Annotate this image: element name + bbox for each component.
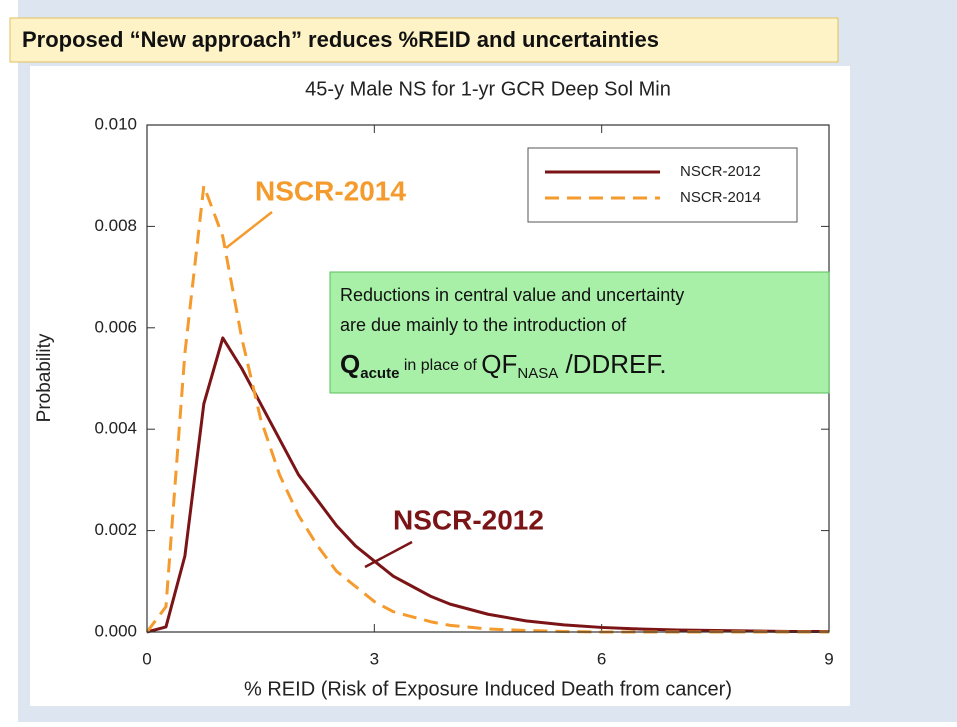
legend-box xyxy=(527,147,798,223)
y-tick-label: 0.002 xyxy=(94,520,137,539)
x-tick-label: 3 xyxy=(370,649,379,668)
q: Q xyxy=(340,349,360,379)
note-line: are due mainly to the introduction of xyxy=(340,315,627,335)
y-axis-label: Probability xyxy=(34,333,55,422)
note-formula: Qacute in place of QFNASA /DDREF. xyxy=(340,349,667,382)
y-tick-label: 0.010 xyxy=(94,114,137,133)
annotation-arrow xyxy=(225,211,273,249)
y-tick-label: 0.008 xyxy=(94,216,137,235)
header-box xyxy=(9,17,839,63)
legend: NSCR-2012 NSCR-2014 xyxy=(545,163,761,206)
header-title: Proposed “New approach” reduces %REID an… xyxy=(22,27,659,52)
x-tick-label: 6 xyxy=(597,649,606,668)
annotation: NSCR-2012 xyxy=(393,504,544,535)
series-line xyxy=(145,184,829,634)
note-line: Reductions in central value and uncertai… xyxy=(340,285,684,305)
chart-title: 45-y Male NS for 1-yr GCR Deep Sol Min xyxy=(305,78,671,100)
q-sub: acute xyxy=(360,365,399,382)
note-box xyxy=(329,271,830,394)
y-tick-label: 0.004 xyxy=(94,419,137,438)
qf-sub: NASA xyxy=(517,365,558,382)
legend-label: NSCR-2012 xyxy=(680,163,761,180)
qf: QF xyxy=(481,349,517,379)
legend-label: NSCR-2014 xyxy=(680,189,761,206)
x-axis-label: % REID (Risk of Exposure Induced Death f… xyxy=(244,678,732,700)
annotation: NSCR-2014 xyxy=(255,175,406,206)
tail: /DDREF. xyxy=(558,349,666,379)
annotation-arrow xyxy=(364,540,413,569)
x-tick-label: 9 xyxy=(824,649,833,668)
y-tick-label: 0.006 xyxy=(94,317,137,336)
x-tick-label: 0 xyxy=(142,649,151,668)
middle: in place of xyxy=(399,357,481,374)
series-line xyxy=(146,336,829,634)
y-tick-label: 0.000 xyxy=(94,621,137,640)
